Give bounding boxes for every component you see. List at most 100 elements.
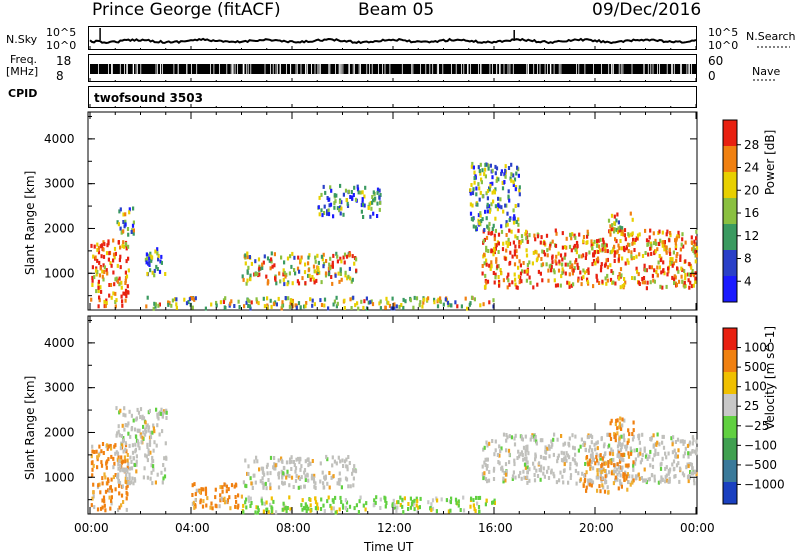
- velocity-cell: [632, 463, 635, 468]
- velocity-cell: [522, 469, 525, 474]
- power-cell: [308, 253, 311, 258]
- velocity-cell: [682, 441, 685, 446]
- velocity-cell: [535, 439, 538, 444]
- power-cell: [517, 228, 520, 233]
- velocity-cell: [513, 458, 516, 463]
- velocity-cell: [345, 464, 348, 469]
- velocity-cell: [357, 510, 360, 514]
- velocity-cell: [109, 506, 112, 511]
- power-cell: [122, 212, 125, 217]
- velocity-cell: [688, 475, 691, 480]
- power-cell: [477, 182, 480, 187]
- velocity-cell: [191, 493, 194, 497]
- power-cell: [321, 213, 324, 218]
- velocity-cell: [457, 499, 460, 504]
- power-cell: [495, 166, 499, 171]
- velocity-cell: [262, 484, 265, 489]
- velocity-cell: [139, 434, 143, 439]
- freq-gap: [132, 64, 134, 74]
- freq-band-gaps: [98, 64, 692, 74]
- power-cell: [340, 259, 343, 264]
- power-cell: [360, 203, 363, 208]
- power-cell: [263, 254, 266, 259]
- freq-gap: [247, 64, 249, 74]
- power-cell: [353, 185, 356, 190]
- velocity-cell: [639, 447, 642, 452]
- power-cell: [596, 278, 599, 283]
- power-cell: [598, 244, 601, 249]
- power-cell: [509, 176, 512, 181]
- velocity-cell: [304, 474, 307, 479]
- freq-gap: [442, 64, 444, 74]
- velocity-cell: [589, 464, 592, 469]
- power-cell: [536, 234, 540, 239]
- velocity-cell: [328, 485, 331, 490]
- velocity-cell: [667, 451, 670, 456]
- velocity-cell: [667, 468, 670, 473]
- power-cell: [615, 227, 618, 232]
- velocity-cell: [91, 473, 94, 478]
- power-cell: [153, 301, 156, 306]
- velocity-cell: [125, 496, 128, 501]
- velocity-cell: [151, 481, 154, 486]
- velocity-cell: [670, 436, 673, 441]
- power-cell: [613, 227, 617, 232]
- velocity-ytick-label: 2000: [44, 425, 75, 439]
- power-cell: [105, 268, 108, 273]
- power-cell: [270, 251, 273, 256]
- velocity-colorbar-swatch: [723, 372, 737, 395]
- velocity-cell: [250, 481, 253, 486]
- power-cell: [124, 212, 127, 217]
- velocity-cell: [120, 455, 123, 460]
- power-cell: [354, 197, 358, 202]
- power-cell: [568, 272, 571, 277]
- power-cell: [121, 303, 124, 308]
- power-cell: [365, 296, 368, 301]
- velocity-cell: [272, 499, 275, 504]
- power-cell: [515, 219, 518, 224]
- velocity-cell: [326, 499, 329, 504]
- freq-gap: [657, 64, 658, 74]
- freq-gap: [467, 64, 468, 74]
- velocity-cell: [114, 487, 117, 492]
- power-cell: [476, 202, 479, 207]
- power-cell: [297, 301, 301, 306]
- velocity-cell: [619, 473, 622, 478]
- velocity-cell: [219, 493, 222, 498]
- velocity-cell: [604, 451, 607, 456]
- power-cell: [508, 261, 511, 266]
- freq-gap: [270, 64, 271, 74]
- velocity-cell: [623, 418, 626, 423]
- velocity-cell: [161, 429, 164, 434]
- velocity-cell: [579, 444, 582, 449]
- freq-gap: [688, 64, 690, 74]
- velocity-cell: [503, 471, 506, 475]
- power-cell: [573, 266, 576, 271]
- power-cell: [683, 284, 686, 289]
- freq-gap: [305, 64, 306, 74]
- power-cell: [505, 220, 508, 225]
- velocity-cell: [101, 505, 104, 510]
- velocity-cell: [402, 510, 405, 515]
- velocity-cell: [639, 460, 642, 465]
- velocity-cell: [626, 440, 629, 445]
- power-cell: [510, 172, 513, 177]
- power-cell: [503, 180, 506, 184]
- power-cell: [372, 190, 375, 195]
- velocity-cell: [484, 457, 487, 462]
- velocity-cell: [619, 479, 622, 484]
- velocity-cell: [401, 497, 404, 502]
- power-cell: [693, 242, 696, 247]
- power-cell: [621, 229, 624, 234]
- freq-gap: [666, 64, 668, 74]
- power-cell: [494, 242, 497, 247]
- velocity-cell: [678, 479, 681, 484]
- power-cell: [296, 266, 300, 271]
- velocity-cell: [472, 503, 475, 508]
- power-cell: [356, 301, 359, 306]
- power-cell: [670, 261, 673, 266]
- power-cell: [379, 306, 382, 311]
- power-cell: [254, 272, 257, 277]
- velocity-cell: [337, 478, 340, 482]
- power-cell: [254, 259, 257, 264]
